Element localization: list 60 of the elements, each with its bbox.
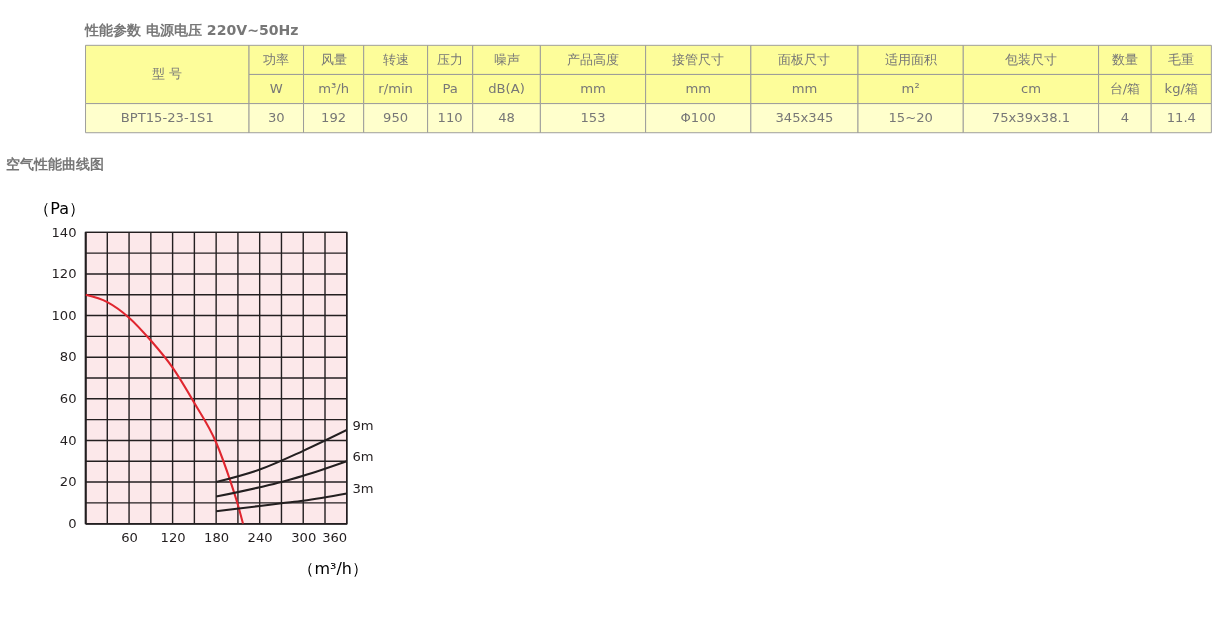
text: 功率 [263, 51, 290, 67]
series-label: 9m [352, 418, 374, 434]
series-label: 6m [352, 449, 374, 465]
text: 48 [498, 109, 515, 125]
text: m³/h [318, 80, 350, 96]
text: BPT15-23-1S1 [120, 109, 214, 125]
text: 型 号 [152, 66, 183, 82]
y-tick-label: 120 [51, 266, 77, 282]
text: 包装尺寸 [1004, 51, 1057, 67]
text: 数量 [1111, 51, 1138, 67]
text: 950 [383, 109, 409, 125]
text: 性能参数 电源电压 220V~50Hz [84, 21, 299, 38]
x-tick-label: 300 [291, 529, 317, 545]
y-tick-label: 40 [59, 432, 77, 448]
text: 15~20 [888, 109, 933, 125]
text: 面板尺寸 [778, 51, 831, 67]
x-tick-label: 360 [322, 529, 348, 545]
text: mm [580, 80, 606, 96]
text: mm [791, 80, 818, 96]
text: r/min [378, 80, 413, 96]
text: 接管尺寸 [672, 51, 725, 67]
text: 153 [580, 109, 606, 125]
text: kg/箱 [1164, 80, 1198, 96]
text: 30 [267, 109, 285, 125]
x-tick-label: 60 [121, 529, 138, 545]
y-axis-title: （Pa） [34, 199, 85, 219]
text: 毛重 [1168, 51, 1195, 67]
text: m² [901, 80, 920, 96]
text: 台/箱 [1109, 80, 1141, 96]
chart-title: 空气性能曲线图 [5, 156, 104, 173]
x-tick-label: 240 [247, 529, 273, 545]
y-tick-label: 60 [59, 391, 77, 407]
text: 转速 [382, 51, 409, 67]
text: Φ100 [680, 109, 716, 125]
text: Pa [442, 80, 458, 96]
y-tick-label: 0 [68, 515, 77, 531]
text: 压力 [437, 51, 464, 67]
text: 噪声 [493, 51, 520, 67]
y-tick-label: 80 [59, 349, 77, 365]
text: 110 [437, 109, 463, 125]
text: mm [685, 80, 712, 96]
text: 75x39x38.1 [991, 109, 1071, 125]
text: 4 [1120, 109, 1130, 125]
text: 11.4 [1166, 109, 1196, 125]
y-tick-label: 20 [59, 474, 77, 490]
x-tick-label: 120 [160, 529, 186, 545]
series-label: 3m [352, 481, 374, 497]
x-axis-title: （m³/h） [298, 558, 368, 578]
text: dB(A) [488, 80, 525, 96]
text: 345x345 [775, 109, 834, 125]
line-series [85, 293, 245, 524]
y-tick-label: 100 [51, 307, 77, 323]
text: 产品高度 [566, 51, 619, 67]
text: 风量 [320, 51, 347, 67]
y-tick-label: 140 [51, 224, 77, 240]
text: 192 [321, 109, 347, 125]
text: W [269, 80, 283, 96]
text: 适用面积 [884, 51, 937, 67]
x-tick-label: 180 [204, 529, 230, 545]
text: cm [1020, 80, 1041, 96]
